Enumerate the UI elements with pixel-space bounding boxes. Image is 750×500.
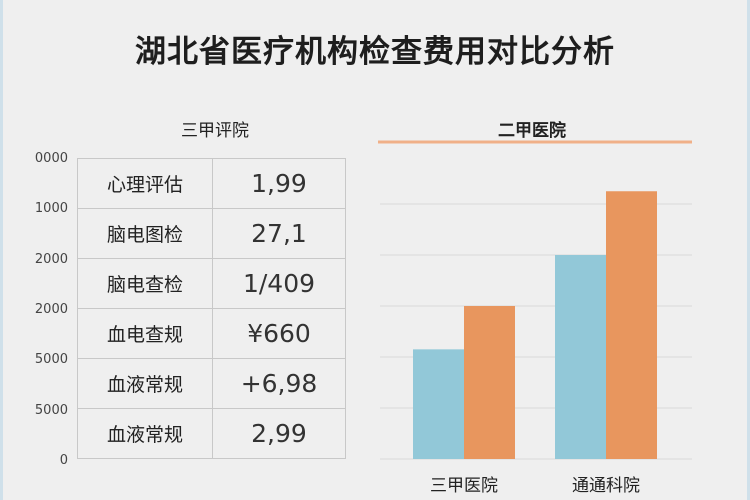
bar <box>555 255 606 459</box>
item-name: 脑电图检 <box>77 208 213 259</box>
page-title: 湖北省医疗机构检查费用对比分析 <box>135 34 615 70</box>
table-row: 脑电图检 27,1 <box>77 208 346 259</box>
bar <box>464 306 515 459</box>
table-row: 血液常规 +6,98 <box>77 358 346 409</box>
cost-table: 心理评估 1,99 脑电图检 27,1 脑电查检 1/409 血电查规 ¥660 血液常规 +6,… <box>77 158 346 459</box>
right-edge <box>747 0 750 500</box>
x-tick-label: 通通科院 <box>572 476 640 496</box>
table-row: 心理评估 1,99 <box>77 158 346 209</box>
item-name: 脑电查检 <box>77 258 213 309</box>
x-tick-label: 三甲医院 <box>430 476 498 496</box>
table-row: 血液常规 2,99 <box>77 408 346 459</box>
bar <box>413 349 464 459</box>
y-tick-label: 0 <box>59 452 68 468</box>
bar <box>606 191 657 459</box>
table-row: 血电查规 ¥660 <box>77 308 346 359</box>
item-value: 1/409 <box>212 258 346 309</box>
item-value: +6,98 <box>212 358 346 409</box>
item-value: 1,99 <box>212 158 346 209</box>
item-value: ¥660 <box>212 308 346 359</box>
y-tick-label: 5000 <box>34 352 68 368</box>
left-panel-title: 三甲评院 <box>181 121 249 141</box>
item-name: 血液常规 <box>77 358 213 409</box>
table-row: 脑电查检 1/409 <box>77 258 346 309</box>
left-edge <box>0 0 3 500</box>
chart-title: 二甲医院 <box>498 121 566 141</box>
y-tick-label: 0000 <box>34 151 68 166</box>
y-tick-label: 5000 <box>34 402 68 418</box>
y-tick-label: 2000 <box>34 251 68 267</box>
item-value: 27,1 <box>212 208 346 259</box>
item-value: 2,99 <box>212 408 346 459</box>
y-tick-label: 1000 <box>34 201 68 217</box>
y-tick-label: 2000 <box>34 301 68 317</box>
item-name: 血液常规 <box>77 408 213 459</box>
item-name: 血电查规 <box>77 308 213 359</box>
